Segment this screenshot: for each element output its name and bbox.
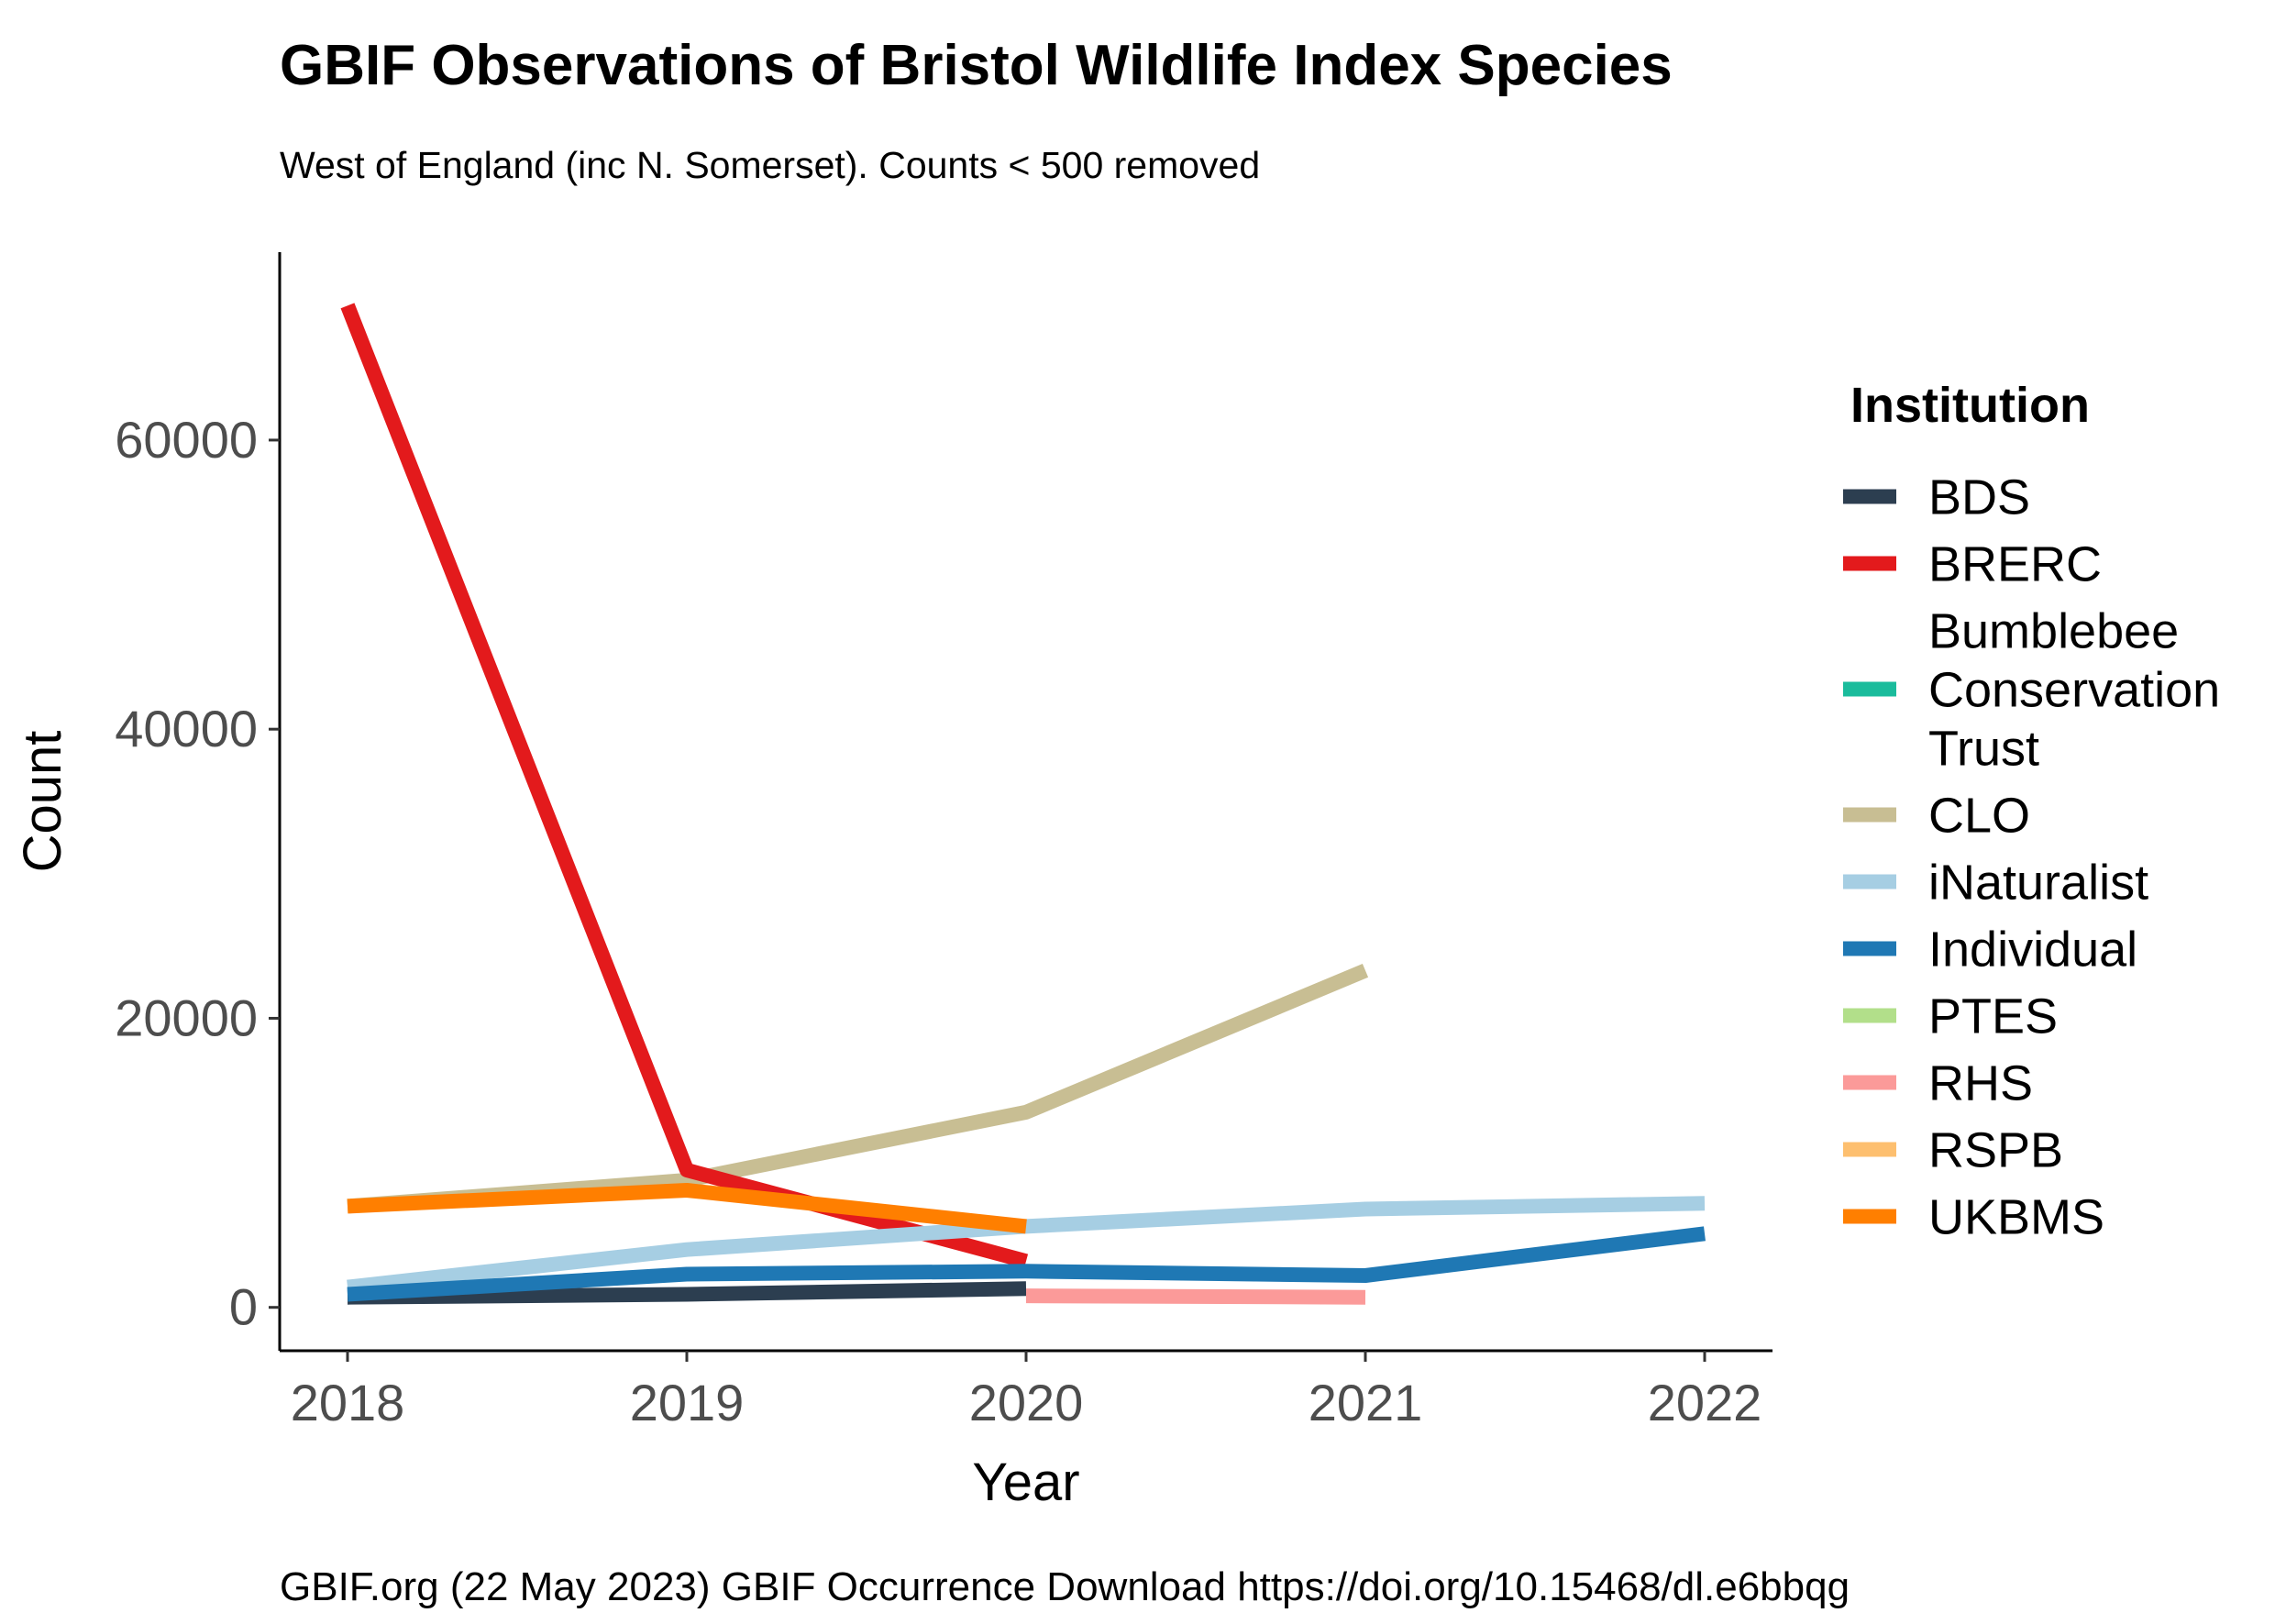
legend-label: Individual <box>1928 922 2137 978</box>
x-tick-label: 2019 <box>630 1374 745 1431</box>
legend-label: Bumblebee <box>1928 604 2179 659</box>
chart-subtitle: West of England (inc N. Somerset). Count… <box>280 144 1260 186</box>
x-tick-label: 2018 <box>291 1374 405 1431</box>
legend-label: RHS <box>1928 1056 2033 1111</box>
x-axis-title: Year <box>972 1453 1079 1512</box>
legend-item-rhs: RHS <box>1843 1056 2033 1111</box>
legend-label: RSPB <box>1928 1123 2063 1178</box>
legend-item-inaturalist: iNaturalist <box>1843 856 2148 911</box>
x-axis-ticks: 2018 2019 2020 2021 2022 <box>291 1351 1762 1431</box>
y-tick-label: 40000 <box>115 700 258 757</box>
legend-item-clo: CLO <box>1843 789 2030 844</box>
legend-item-individual: Individual <box>1843 922 2137 978</box>
legend-label: BDS <box>1928 470 2030 525</box>
legend-item-ukbms: UKBMS <box>1843 1190 2104 1245</box>
legend-label: PTES <box>1928 989 2058 1044</box>
legend-item-brerc: BRERC <box>1843 537 2102 592</box>
legend-item-ptes: PTES <box>1843 989 2058 1044</box>
y-axis-ticks: 0 20000 40000 60000 <box>115 411 280 1336</box>
legend: Institution BDS BRERC BumblebeeConservatio… <box>1843 378 2220 1245</box>
legend-label: Conservation <box>1928 663 2220 718</box>
y-tick-label: 60000 <box>115 411 258 469</box>
y-tick-label: 0 <box>229 1278 258 1336</box>
x-tick-label: 2021 <box>1309 1374 1423 1431</box>
legend-label: CLO <box>1928 789 2030 844</box>
series-line-ukbms <box>347 1183 1027 1234</box>
x-tick-label: 2022 <box>1648 1374 1762 1431</box>
series-layer <box>340 303 1706 1305</box>
y-tick-label: 20000 <box>115 989 258 1046</box>
legend-label: BRERC <box>1928 537 2102 592</box>
legend-label: Trust <box>1928 722 2039 777</box>
series-line-brerc <box>340 303 1029 1269</box>
series-line-clo <box>347 964 1369 1214</box>
y-axis-title: Count <box>13 731 72 873</box>
legend-item-rspb: RSPB <box>1843 1123 2063 1178</box>
chart-caption: GBIF.org (22 May 2023) GBIF Occurrence D… <box>280 1564 1850 1609</box>
legend-title: Institution <box>1850 378 2090 433</box>
series-line-bds <box>347 1281 1027 1305</box>
series-line-rhs <box>1025 1288 1366 1305</box>
series-line-individual <box>347 1226 1706 1302</box>
x-tick-label: 2020 <box>969 1374 1084 1431</box>
chart-title: GBIF Observations of Bristol Wildlife In… <box>280 34 1673 97</box>
legend-item-bds: BDS <box>1843 470 2030 525</box>
legend-label: UKBMS <box>1928 1190 2104 1245</box>
legend-label: iNaturalist <box>1928 856 2148 911</box>
